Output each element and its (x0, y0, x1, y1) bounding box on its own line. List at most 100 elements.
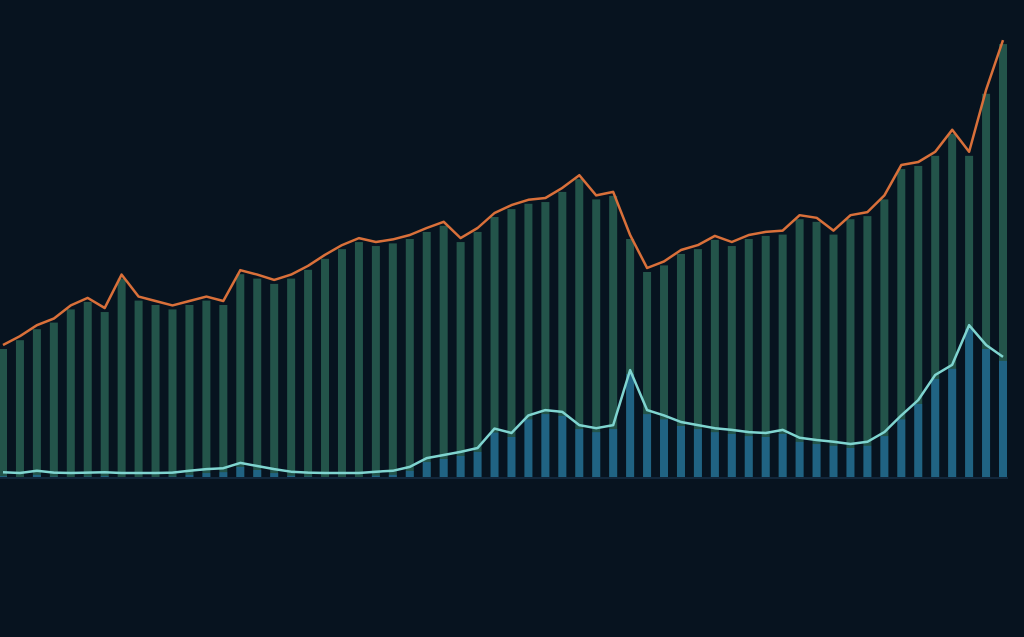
bar (473, 451, 482, 477)
bar (999, 44, 1007, 478)
bar (456, 455, 465, 477)
bar (609, 429, 618, 477)
series-line (2, 39, 1005, 347)
bar (490, 432, 499, 477)
bar (660, 419, 669, 477)
bar (134, 300, 143, 477)
bar (812, 221, 821, 477)
bar (778, 433, 787, 477)
bar (897, 169, 906, 478)
bar (354, 242, 363, 477)
bar (32, 329, 41, 477)
bar (643, 272, 652, 477)
bar (117, 278, 126, 477)
bar (422, 462, 431, 477)
bar (914, 404, 923, 477)
series (0, 39, 1007, 478)
bar (287, 278, 296, 477)
bar (710, 239, 719, 477)
bar (66, 309, 75, 477)
bar (439, 459, 448, 477)
bar (151, 305, 160, 477)
bar (253, 278, 262, 477)
bar (592, 199, 601, 477)
bar (405, 239, 414, 477)
bar (202, 300, 211, 477)
bar (863, 445, 872, 477)
bar (778, 234, 787, 477)
bar (812, 444, 821, 477)
bar (829, 445, 838, 477)
bar (0, 349, 7, 477)
bar (168, 309, 177, 477)
bar (219, 472, 228, 477)
series-line (2, 323, 1004, 475)
bar (609, 195, 618, 477)
bar (49, 322, 58, 477)
bar (541, 414, 550, 477)
bar (626, 374, 635, 477)
bar (558, 191, 567, 478)
series (0, 323, 1007, 477)
bar (524, 203, 533, 478)
bar (592, 432, 601, 477)
bar (982, 349, 991, 477)
bar (676, 426, 685, 477)
bar (253, 470, 262, 477)
bar (710, 432, 719, 477)
bar (643, 414, 652, 477)
bar (185, 305, 194, 477)
bar (337, 249, 346, 477)
bar (676, 253, 685, 477)
bar (761, 235, 770, 477)
bar (931, 378, 940, 477)
bar (558, 415, 567, 477)
bar (100, 476, 109, 477)
bar (948, 368, 957, 477)
bar (287, 475, 296, 477)
bar (219, 305, 228, 477)
bar (744, 239, 753, 477)
bar (371, 246, 380, 477)
bar (693, 429, 702, 477)
bar (32, 474, 41, 477)
bar (236, 274, 245, 477)
bar (846, 219, 855, 477)
bar (422, 231, 431, 477)
bar (439, 225, 448, 477)
bar (202, 473, 211, 477)
bar (829, 234, 838, 477)
bar (727, 433, 736, 477)
bar (880, 199, 889, 477)
bar (744, 436, 753, 477)
bar (100, 312, 109, 477)
bar (270, 283, 279, 477)
bar (405, 470, 414, 477)
bar (524, 419, 533, 477)
bar (897, 419, 906, 477)
bar (185, 474, 194, 477)
bar (575, 429, 584, 477)
bar (626, 239, 635, 477)
bar (795, 219, 804, 477)
bar (914, 165, 923, 477)
bar (83, 301, 92, 477)
bar (473, 231, 482, 477)
bar (761, 437, 770, 477)
bar (541, 202, 550, 478)
bar (371, 475, 380, 477)
bar (507, 437, 516, 477)
bar (321, 258, 330, 477)
bar (880, 436, 889, 477)
bar (660, 265, 669, 477)
bar (948, 133, 957, 477)
bar (795, 441, 804, 477)
bar (236, 466, 245, 477)
bar (999, 360, 1007, 477)
bar (0, 476, 7, 477)
bar (846, 448, 855, 477)
bar (575, 179, 584, 477)
bar (270, 473, 279, 477)
